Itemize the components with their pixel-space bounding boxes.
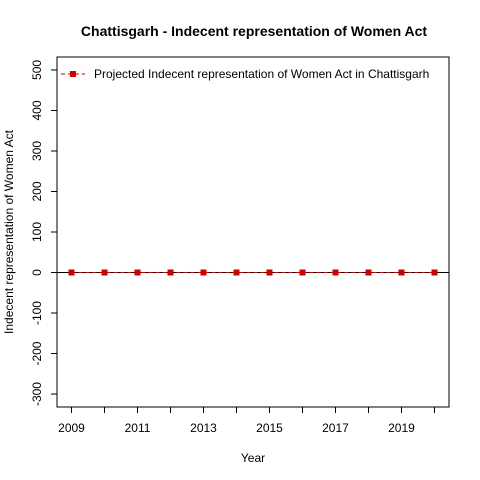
data-point [365,269,372,276]
y-tick-label: -200 [30,341,44,365]
plot-frame [56,56,450,408]
data-point [167,269,174,276]
y-tick-label: 400 [30,100,44,120]
chart-title: Chattisgarh - Indecent representation of… [81,23,427,39]
x-tick-label: 2011 [125,421,151,435]
data-point [398,269,405,276]
data-point [332,269,339,276]
legend-marker [70,71,76,77]
data-point [431,269,438,276]
x-tick-label: 2017 [322,421,349,435]
x-tick-label: 2009 [58,421,85,435]
y-axis-label: Indecent representation of Women Act [2,129,16,334]
data-point [68,269,75,276]
data-point [233,269,240,276]
data-point [101,269,108,276]
data-point [200,269,207,276]
y-tick-label: 200 [30,181,44,201]
legend-label: Projected Indecent representation of Wom… [94,67,429,81]
y-tick-label: 300 [30,141,44,161]
data-point [299,269,306,276]
y-tick-label: -100 [30,301,44,325]
data-point [134,269,141,276]
y-tick-label: -300 [30,382,44,406]
y-tick-label: 500 [30,60,44,80]
x-tick-label: 2019 [388,421,415,435]
plot-area: -300 -200 -100 0 100 200 300 400 500 2009 2011 2013… [30,56,450,435]
x-axis-label: Year [241,451,265,465]
x-tick-label: 2015 [256,421,283,435]
x-tick-label: 2013 [190,421,217,435]
y-tick-label: 100 [30,222,44,242]
data-point [266,269,273,276]
y-tick-label: 0 [30,269,44,276]
